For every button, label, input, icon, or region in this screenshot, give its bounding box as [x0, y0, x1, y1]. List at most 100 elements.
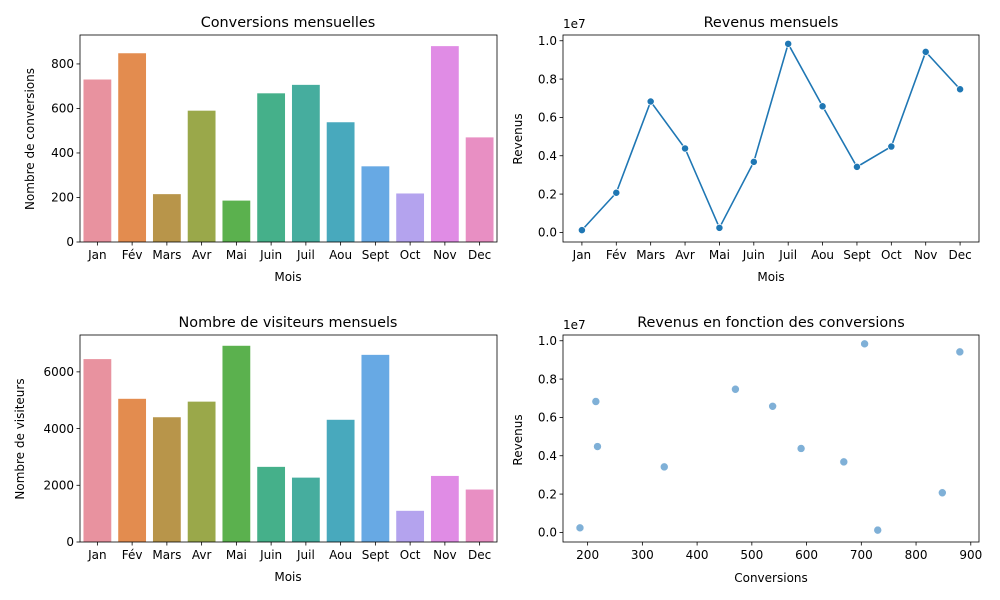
x-tick-label: Juil	[778, 248, 797, 262]
x-axis-label: Conversions	[734, 571, 808, 585]
y-tick-label: 400	[51, 146, 74, 160]
bar	[152, 194, 181, 242]
plot-frame	[562, 34, 980, 243]
x-tick-label: Fév	[122, 548, 143, 562]
data-point	[749, 157, 758, 166]
y-tick-label: 1.0	[538, 334, 557, 348]
offset-label: 1e7	[563, 318, 586, 332]
chart-title: Revenus en fonction des conversions	[637, 315, 905, 331]
data-point	[593, 442, 602, 451]
x-tick-label: Mai	[226, 548, 247, 562]
x-tick-label: Mars	[152, 248, 181, 262]
y-tick-label: 0.6	[538, 111, 557, 125]
y-tick-label: 0.4	[538, 149, 557, 163]
chart-conversions: Conversions mensuelles Mois Nombre de co…	[23, 15, 498, 284]
chart-title: Revenus mensuels	[704, 15, 839, 31]
x-tick-label: Aou	[329, 548, 352, 562]
bar	[83, 359, 112, 542]
x-tick-label: Oct	[400, 248, 421, 262]
data-point	[873, 525, 883, 535]
x-tick-label: Nov	[914, 248, 937, 262]
y-tick-label: 4000	[43, 422, 74, 436]
bar	[361, 166, 390, 242]
x-tick-label: 700	[850, 548, 873, 562]
x-tick-label: 400	[686, 548, 709, 562]
x-tick-label: Sept	[843, 248, 871, 262]
x-axis-label: Mois	[757, 270, 784, 284]
data-point	[860, 339, 869, 349]
x-tick-label: Avr	[675, 248, 695, 262]
chart-scatter: Revenus en fonction des conversions Conv…	[511, 315, 982, 585]
bar	[257, 466, 286, 542]
bar	[465, 137, 494, 242]
x-tick-label: Aou	[329, 248, 352, 262]
y-tick-label: 0.2	[538, 487, 557, 501]
bar	[291, 84, 320, 242]
bar	[257, 93, 286, 242]
bar	[326, 122, 355, 242]
data-point	[715, 223, 724, 232]
x-tick-label: 500	[740, 548, 763, 562]
bar	[291, 477, 320, 542]
bar	[187, 110, 216, 242]
data-point	[659, 462, 669, 472]
data-point	[956, 85, 965, 94]
data-point	[938, 488, 947, 498]
data-point	[796, 444, 806, 453]
y-axis-label: Nombre de conversions	[23, 68, 37, 210]
data-point	[955, 347, 965, 357]
x-tick-label: Mars	[636, 248, 665, 262]
y-tick-label: 0	[66, 535, 74, 549]
y-tick-label: 0	[66, 235, 74, 249]
y-tick-label: 800	[51, 57, 74, 71]
series-line	[581, 41, 961, 231]
x-tick-label: Nov	[433, 248, 456, 262]
x-tick-label: Jan	[87, 548, 107, 562]
x-tick-label: Juil	[296, 548, 315, 562]
y-axis-label: Revenus	[511, 414, 525, 465]
x-tick-label: 200	[576, 548, 599, 562]
y-tick-label: 0.8	[538, 72, 557, 86]
bar	[465, 489, 494, 542]
x-axis-label: Mois	[274, 270, 301, 284]
data-point	[575, 523, 585, 533]
x-tick-label: Mars	[152, 548, 181, 562]
bar	[326, 419, 355, 542]
bar	[361, 354, 390, 542]
plot-frame	[562, 334, 980, 543]
x-tick-label: 900	[959, 548, 982, 562]
data-point	[784, 39, 793, 48]
data-point	[577, 226, 586, 235]
data-point	[839, 457, 849, 467]
offset-label: 1e7	[563, 17, 586, 31]
data-point	[921, 47, 930, 56]
plot-frame	[79, 334, 498, 543]
data-point	[681, 144, 689, 153]
bar	[430, 46, 459, 243]
x-axis-label: Mois	[274, 570, 301, 584]
data-point	[818, 102, 827, 111]
data-point	[612, 188, 621, 197]
data-point	[591, 397, 601, 406]
bar	[118, 53, 147, 242]
data-point	[768, 401, 777, 411]
y-tick-label: 600	[51, 102, 74, 116]
y-tick-label: 0.4	[538, 449, 557, 463]
chart-title: Conversions mensuelles	[201, 15, 376, 31]
x-tick-label: Juin	[259, 548, 282, 562]
bar	[396, 510, 425, 542]
x-tick-label: Oct	[881, 248, 902, 262]
x-tick-label: Jan	[572, 248, 592, 262]
x-tick-label: Juil	[296, 248, 315, 262]
x-tick-label: Dec	[468, 248, 491, 262]
bar	[222, 345, 251, 542]
x-tick-label: Avr	[192, 548, 212, 562]
x-tick-label: Mai	[709, 248, 730, 262]
chart-revenus: Revenus mensuels Mois Revenus 1e7 0.0 0.2…	[511, 15, 980, 284]
y-tick-label: 0.2	[538, 187, 557, 201]
x-tick-label: Dec	[468, 548, 491, 562]
bar	[430, 475, 459, 542]
y-tick-label: 0.0	[538, 526, 557, 540]
x-tick-label: 600	[795, 548, 818, 562]
data-point	[731, 384, 740, 394]
